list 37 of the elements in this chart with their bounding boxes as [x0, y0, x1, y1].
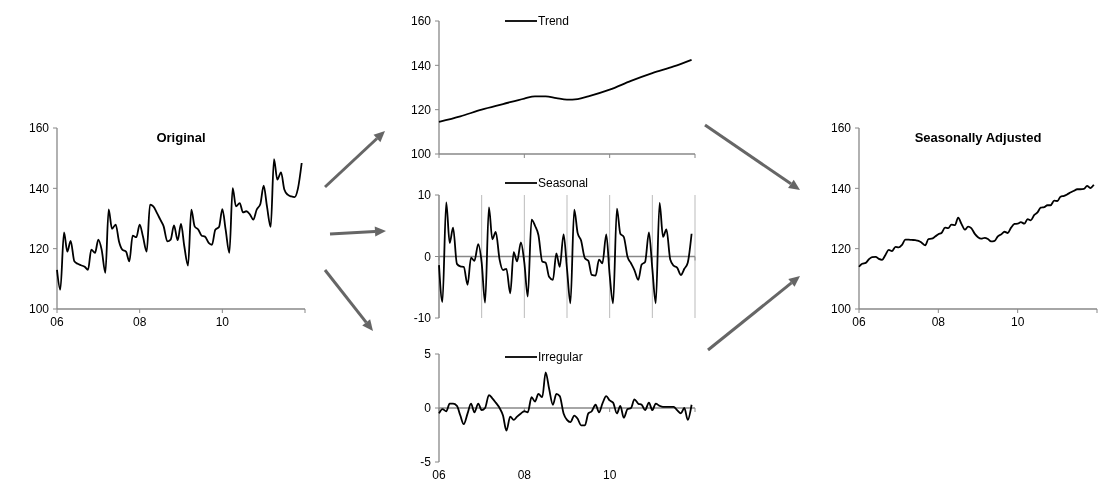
- y-tick-label: 160: [830, 121, 852, 136]
- x-tick-label: 10: [1010, 315, 1025, 329]
- y-tick-label: 120: [830, 241, 852, 256]
- x-tick-label: 06: [852, 315, 866, 329]
- chart-title: Original: [156, 130, 206, 145]
- x-tick-label: 10: [602, 468, 617, 482]
- y-tick-label: 100: [830, 302, 852, 317]
- y-tick-label: -5: [420, 455, 432, 470]
- y-tick-label: 0: [424, 401, 432, 416]
- legend-label: Trend: [538, 14, 569, 29]
- x-tick-label: 08: [931, 315, 946, 329]
- y-tick-label: 10: [417, 188, 432, 203]
- y-tick-label: 140: [830, 181, 852, 196]
- x-tick-label: 06: [50, 315, 64, 329]
- x-tick-label: 08: [517, 468, 532, 482]
- y-tick-label: -10: [413, 311, 432, 326]
- x-tick-label: 06: [432, 468, 446, 482]
- y-tick-label: 140: [410, 58, 432, 73]
- y-tick-label: 100: [28, 302, 50, 317]
- y-tick-label: 140: [28, 181, 50, 196]
- legend-label: Irregular: [538, 350, 583, 365]
- y-tick-label: 0: [424, 249, 432, 264]
- line-series: [438, 58, 693, 123]
- legend-label: Seasonal: [538, 176, 589, 191]
- y-tick-label: 120: [410, 102, 432, 117]
- y-tick-label: 160: [410, 14, 432, 29]
- x-tick-label: 10: [215, 315, 230, 329]
- y-tick-label: 100: [410, 147, 432, 162]
- x-tick-label: 08: [132, 315, 147, 329]
- line-series: [56, 158, 303, 291]
- line-series: [438, 371, 693, 432]
- y-tick-label: 160: [28, 121, 50, 136]
- chart-title: Seasonally Adjusted: [914, 130, 1042, 145]
- y-tick-label: 120: [28, 241, 50, 256]
- line-series: [858, 183, 1095, 268]
- line-series: [438, 201, 693, 305]
- y-tick-label: 5: [424, 347, 432, 362]
